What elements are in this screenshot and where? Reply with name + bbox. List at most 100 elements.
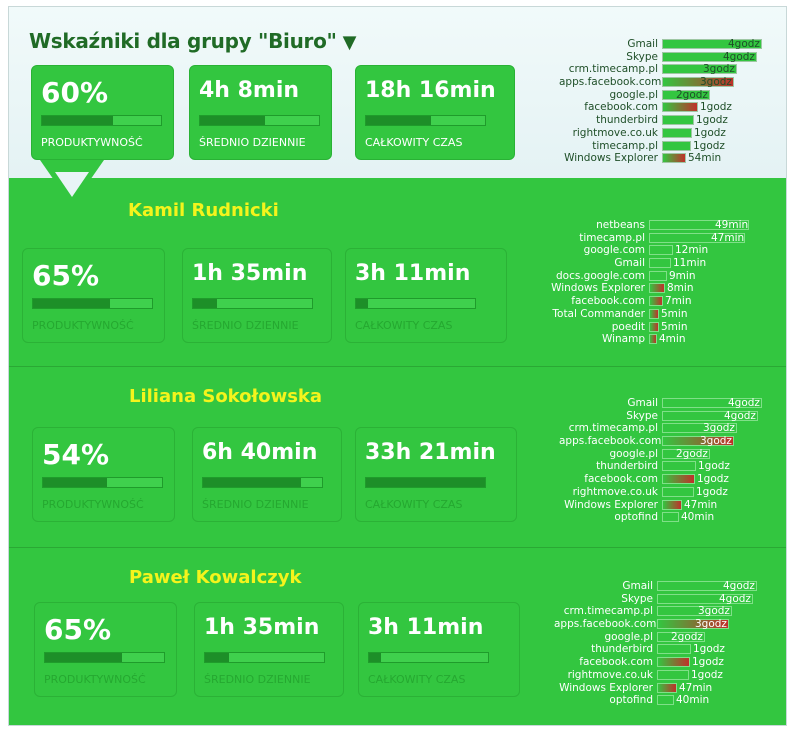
app-usage-bar xyxy=(662,51,757,62)
app-row: Windows Explorer 47min xyxy=(554,682,784,695)
app-usage-fill xyxy=(658,683,676,692)
app-usage-bar xyxy=(662,64,737,75)
app-usage-fill xyxy=(658,620,728,629)
app-usage-bar xyxy=(662,153,686,164)
app-list: netbeans 49min timecamp.pl 47min google.com 1… xyxy=(549,219,784,346)
app-time: 47min xyxy=(711,231,745,244)
app-usage-fill xyxy=(650,233,744,242)
app-time: 8min xyxy=(667,282,694,295)
total-value: 3h 11min xyxy=(355,261,471,286)
app-usage-fill xyxy=(658,594,752,603)
app-time: 3godz xyxy=(695,618,727,631)
app-row: apps.facebook.com 3godz xyxy=(559,435,784,448)
app-name: facebook.com xyxy=(584,101,658,114)
app-row: optofind 40min xyxy=(559,511,784,524)
app-usage-fill xyxy=(663,78,733,87)
app-usage-fill xyxy=(663,424,736,433)
app-name: thunderbird xyxy=(596,114,658,127)
app-time: 5min xyxy=(661,320,688,333)
stat-bar-fill xyxy=(205,653,229,662)
app-name: crm.timecamp.pl xyxy=(568,63,658,76)
app-row: poedit 5min xyxy=(549,321,784,334)
app-usage-bar xyxy=(662,512,679,523)
app-time: 1godz xyxy=(698,460,730,473)
app-name: optofind xyxy=(614,511,658,524)
stat-bar-fill xyxy=(193,299,217,308)
app-name: Windows Explorer xyxy=(559,681,653,694)
app-row: facebook.com 7min xyxy=(549,295,784,308)
productivity-bar xyxy=(32,298,153,309)
app-usage-bar xyxy=(657,682,677,693)
app-usage-fill xyxy=(663,40,761,48)
total-label: CAŁKOWITY CZAS xyxy=(355,319,453,332)
triangle-down-icon[interactable]: ▼ xyxy=(342,32,357,53)
app-usage-fill xyxy=(663,399,761,407)
daily-value: 1h 35min xyxy=(204,615,320,640)
app-row: facebook.com 1godz xyxy=(559,473,784,486)
app-row: timecamp.pl 1godz xyxy=(559,140,784,153)
stat-bar-fill xyxy=(356,299,368,308)
app-row: apps.facebook.com 3godz xyxy=(554,618,784,631)
stat-bar-fill xyxy=(33,299,111,308)
app-name: facebook.com xyxy=(579,656,653,669)
total-label: CAŁKOWITY CZAS xyxy=(368,673,466,686)
app-row: thunderbird 1godz xyxy=(554,643,784,656)
app-name: optofind xyxy=(609,694,653,707)
app-usage-bar xyxy=(662,127,692,138)
app-usage-fill xyxy=(650,221,748,229)
app-time: 4godz xyxy=(719,592,751,605)
app-time: 4godz xyxy=(728,38,760,50)
app-usage-fill xyxy=(663,513,678,522)
app-name: apps.facebook.com xyxy=(554,618,657,631)
app-name: Gmail xyxy=(627,38,658,50)
dashboard-frame: Wskaźniki dla grupy "Biuro" ▼ 60% PRODUKT… xyxy=(8,6,787,726)
productivity-label: PRODUKTYWNOŚĆ xyxy=(44,673,146,686)
group-title-dropdown[interactable]: Wskaźniki dla grupy "Biuro" ▼ xyxy=(29,29,357,53)
app-row: Windows Explorer 54min xyxy=(559,152,784,165)
app-usage-bar xyxy=(662,474,695,485)
app-usage-fill xyxy=(658,658,689,667)
app-time: 3godz xyxy=(700,435,732,448)
app-row: Gmail 11min xyxy=(549,257,784,270)
app-name: Total Commander xyxy=(552,307,645,320)
app-time: 1godz xyxy=(700,101,732,114)
app-time: 1godz xyxy=(696,485,728,498)
stat-bar-fill xyxy=(366,116,432,125)
app-usage-fill xyxy=(663,52,756,61)
app-time: 4godz xyxy=(728,397,760,409)
group-daily-box: 4h 8min ŚREDNIO DZIENNIE xyxy=(189,65,332,160)
app-usage-fill xyxy=(663,90,709,99)
app-time: 1godz xyxy=(692,656,724,669)
app-usage-fill xyxy=(658,696,673,705)
app-name: thunderbird xyxy=(596,460,658,473)
group-total-box: 18h 16min CAŁKOWITY CZAS xyxy=(355,65,515,160)
group-productivity-value: 60% xyxy=(41,76,109,109)
app-row: Gmail 4godz xyxy=(559,397,784,410)
app-usage-fill xyxy=(663,462,695,471)
app-row: crm.timecamp.pl 3godz xyxy=(554,605,784,618)
app-usage-bar xyxy=(662,39,762,49)
productivity-label: PRODUKTYWNOŚĆ xyxy=(42,498,144,511)
daily-box: 6h 40min ŚREDNIO DZIENNIE xyxy=(192,427,342,522)
productivity-value: 65% xyxy=(32,259,100,292)
group-daily-label: ŚREDNIO DZIENNIE xyxy=(199,136,306,149)
total-box: 33h 21min CAŁKOWITY CZAS xyxy=(355,427,517,522)
app-usage-fill xyxy=(663,437,733,446)
app-row: google.pl 2godz xyxy=(559,89,784,102)
app-usage-bar xyxy=(649,258,671,269)
total-label: CAŁKOWITY CZAS xyxy=(365,498,463,511)
group-productivity-label: PRODUKTYWNOŚĆ xyxy=(41,136,143,149)
app-row: facebook.com 1godz xyxy=(559,101,784,114)
app-usage-fill xyxy=(663,500,681,509)
group-productivity-bar xyxy=(41,115,162,126)
app-name: apps.facebook.com xyxy=(559,76,662,89)
app-row: rightmove.co.uk 1godz xyxy=(554,669,784,682)
app-usage-fill xyxy=(658,607,731,616)
app-name: facebook.com xyxy=(584,473,658,486)
app-usage-bar xyxy=(662,410,758,421)
app-usage-bar xyxy=(649,283,665,294)
app-name: google.com xyxy=(583,244,645,257)
total-bar xyxy=(365,477,486,488)
stat-bar-fill xyxy=(200,116,266,125)
daily-label: ŚREDNIO DZIENNIE xyxy=(202,498,309,511)
